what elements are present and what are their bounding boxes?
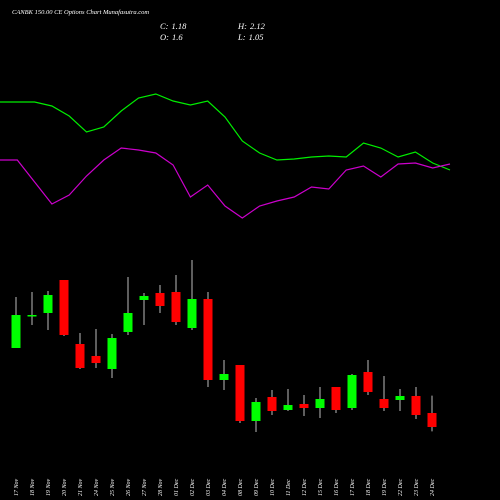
- candle-body: [187, 299, 197, 328]
- candle-body: [331, 387, 341, 410]
- chart-title: CANBK 150.00 CE Options Chart Munafasutr…: [12, 9, 149, 16]
- candle-body: [235, 365, 245, 421]
- x-tick-label: 12 Dec: [302, 479, 308, 496]
- ohlc-header: H: 2.12: [237, 21, 266, 31]
- x-tick-label: 11 Dec: [286, 479, 292, 496]
- x-tick-label: 16 Dec: [334, 479, 340, 496]
- candle-body: [139, 296, 149, 300]
- candle-body: [363, 372, 373, 392]
- x-tick-label: 19 Nov: [46, 478, 52, 496]
- ohlc-label: O:: [160, 32, 169, 42]
- x-tick-label: 28 Nov: [158, 478, 164, 496]
- ohlc-header: C: 1.18: [160, 21, 187, 31]
- candle-body: [267, 397, 277, 411]
- candle-body: [283, 405, 293, 410]
- x-tick-label: 08 Dec: [238, 479, 244, 496]
- x-tick-label: 02 Dec: [190, 479, 196, 496]
- x-tick-label: 04 Dec: [221, 479, 228, 496]
- x-tick-label: 10 Dec: [270, 479, 276, 496]
- ohlc-value: 2.12: [250, 21, 266, 31]
- ohlc-value: 1.6: [172, 32, 183, 42]
- ohlc-label: L:: [237, 32, 246, 42]
- candle-body: [123, 313, 133, 332]
- x-tick-label: 17 Dec: [350, 479, 356, 496]
- x-tick-label: 15 Dec: [318, 479, 324, 496]
- candle-body: [379, 399, 389, 408]
- x-tick-label: 26 Nov: [126, 478, 132, 496]
- candle-body: [395, 396, 405, 400]
- candle-body: [155, 293, 165, 306]
- candle-body: [315, 399, 325, 408]
- ohlc-label: C:: [160, 21, 169, 31]
- x-tick-label: 24 Nov: [93, 478, 100, 496]
- candle-body: [299, 404, 309, 408]
- candle-body: [219, 374, 229, 380]
- ohlc-value: 1.18: [172, 21, 188, 31]
- x-tick-label: 23 Dec: [414, 479, 420, 496]
- ohlc-value: 1.05: [249, 32, 264, 42]
- candle-body: [59, 280, 69, 335]
- ohlc-header: O: 1.6: [160, 32, 183, 42]
- candle-body: [171, 292, 181, 322]
- x-tick-label: 18 Dec: [366, 479, 372, 496]
- x-tick-label: 27 Nov: [142, 478, 148, 496]
- candle-body: [91, 356, 101, 363]
- indicator-line: [0, 147, 451, 219]
- x-tick-label: 20 Nov: [62, 478, 68, 496]
- candle-body: [75, 344, 85, 368]
- candle-body: [107, 338, 117, 369]
- candle-body: [411, 396, 421, 415]
- candle-body: [251, 402, 261, 421]
- x-tick-label: 03 Dec: [206, 479, 212, 496]
- x-tick-label: 17 Nov: [14, 478, 20, 496]
- x-tick-label: 22 Dec: [398, 479, 404, 496]
- x-tick-label: 19 Dec: [382, 479, 388, 496]
- candle-body: [27, 315, 37, 317]
- x-tick-label: 09 Dec: [254, 479, 260, 496]
- candle-body: [427, 413, 437, 427]
- ohlc-label: H:: [237, 21, 247, 31]
- x-tick-label: 21 Nov: [78, 478, 84, 496]
- x-tick-label: 25 Nov: [110, 478, 116, 496]
- x-tick-label: 01 Dec: [174, 479, 180, 496]
- candle-body: [203, 299, 213, 380]
- candle-body: [43, 295, 53, 313]
- x-tick-label: 24 Dec: [429, 479, 436, 496]
- candle-body: [347, 375, 357, 408]
- indicator-line: [0, 93, 451, 171]
- ohlc-header: L: 1.05: [237, 32, 263, 42]
- x-tick-label: 18 Nov: [30, 478, 36, 496]
- candle-body: [11, 315, 21, 348]
